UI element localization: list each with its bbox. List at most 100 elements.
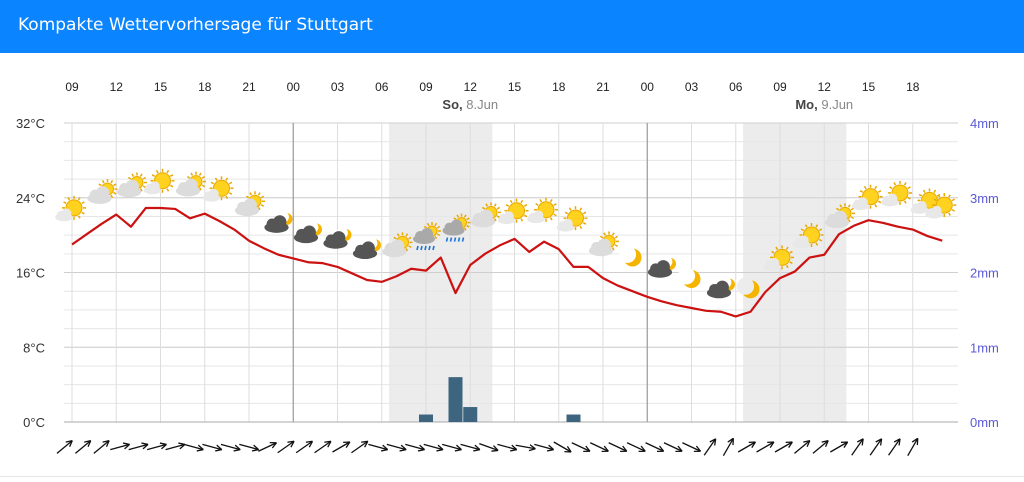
wind-arrow	[703, 438, 717, 456]
cloud-part	[209, 188, 219, 199]
rain-drop	[449, 237, 453, 242]
wind-arrow-shaft	[128, 443, 149, 451]
wind-arrow	[423, 443, 444, 452]
wind-arrow	[479, 442, 499, 452]
cloud-part	[391, 239, 405, 253]
sun-ray	[77, 197, 81, 201]
wind-arrow-shaft	[571, 442, 591, 452]
wind-arrow-shaft	[405, 443, 425, 451]
sun-ray	[101, 180, 105, 184]
sun-ray	[918, 193, 923, 197]
sun-ray	[948, 212, 951, 216]
wind-arrow-shaft	[851, 438, 864, 456]
wind-arrow-head	[748, 441, 757, 448]
precipitation-bar	[419, 414, 433, 422]
wind-arrow-shaft	[460, 443, 481, 451]
wind-arrow-shaft	[888, 438, 901, 456]
sun-ray	[169, 184, 174, 188]
hour-tick-label: 18	[198, 80, 212, 94]
sun-ray	[907, 186, 911, 190]
sun-ray	[169, 174, 174, 177]
sun-ray	[260, 204, 265, 207]
wind-arrow-shaft	[74, 440, 92, 454]
wind-arrow-shaft	[774, 441, 793, 453]
sun-ray	[436, 233, 441, 237]
hour-tick-label: 12	[110, 80, 124, 94]
hour-tick-label: 21	[596, 80, 610, 94]
wind-arrow-head	[638, 445, 646, 453]
wind-arrow	[56, 439, 73, 454]
cloud-part	[332, 231, 346, 245]
sun-icon	[497, 198, 529, 225]
wind-arrow	[812, 439, 829, 454]
wind-arrow-head	[343, 441, 351, 448]
wind-arrow-head	[546, 444, 555, 452]
sun-ray	[228, 192, 233, 195]
wind-arrow-shaft	[722, 438, 734, 456]
sun-ray	[426, 222, 430, 227]
wind-arrow-shaft	[645, 442, 664, 452]
wind-arrow	[571, 442, 591, 453]
hour-tick-label: 00	[641, 80, 655, 94]
left-axis-tick-label: 8°C	[23, 340, 45, 355]
sun-ray	[815, 224, 819, 228]
wind-arrow-head	[656, 445, 665, 453]
wind-arrow-head	[233, 444, 241, 452]
sun-ray	[582, 211, 587, 215]
cloud-part	[273, 215, 287, 229]
sun-ray	[155, 170, 159, 174]
sun-ray	[127, 176, 132, 180]
wind-arrow-head	[510, 444, 518, 452]
cloud-part	[917, 201, 927, 211]
wind-arrow	[314, 440, 332, 454]
wind-arrow-head	[269, 441, 278, 449]
sun-ray	[493, 218, 497, 222]
app-header: Kompakte Wettervorhersage für Stuttgart	[0, 0, 1024, 53]
wind-arrow-head	[417, 444, 426, 452]
cloud-part	[931, 205, 942, 216]
wind-arrow	[589, 442, 609, 453]
weather-icons	[55, 168, 957, 299]
wind-arrow-shaft	[497, 443, 517, 451]
wind-arrow-shaft	[295, 440, 313, 454]
sun-ray	[81, 201, 85, 205]
cloud-sun-icon	[382, 232, 413, 258]
sun-ray	[599, 235, 604, 239]
sun-ray	[874, 204, 878, 208]
sun-ray	[260, 195, 265, 199]
right-axis-tick-label: 0mm	[970, 415, 999, 430]
wind-arrow	[351, 440, 369, 454]
rain-drop	[457, 237, 461, 242]
wind-arrow	[277, 440, 295, 454]
wind-arrow-shaft	[146, 443, 167, 451]
wind-arrow-shaft	[737, 441, 756, 453]
wind-arrow	[183, 443, 204, 452]
left-axis-tick-label: 0°C	[23, 415, 45, 430]
day-labels: So, 8.Jun Mo, 9.Jun	[442, 97, 853, 112]
sun-icon	[527, 197, 558, 224]
day-label: So, 8.Jun	[442, 97, 498, 112]
sun-icon	[202, 176, 234, 202]
hour-tick-label: 00	[287, 80, 301, 94]
hour-tick-label: 06	[729, 80, 743, 94]
sun-ray	[568, 207, 572, 211]
sun-ray	[166, 188, 170, 192]
moon-icon	[619, 245, 642, 267]
wind-arrow-shaft	[93, 440, 110, 454]
sun-ray	[249, 192, 253, 196]
sun-ray	[800, 228, 805, 232]
dark-cloud-icon	[293, 221, 322, 244]
sun-ray	[434, 222, 438, 227]
sun-ray	[523, 204, 528, 207]
cloud-part	[150, 181, 160, 191]
wind-arrow-head	[564, 446, 572, 453]
sun-ray	[405, 233, 409, 237]
sun-ray	[463, 214, 467, 218]
sun-ray	[166, 170, 170, 174]
wind-arrow-shaft	[830, 441, 848, 453]
sun-ray	[539, 198, 543, 203]
wind-arrow-shaft	[183, 443, 204, 451]
right-axis-tick-label: 1mm	[970, 340, 999, 355]
wind-arrow-shaft	[441, 443, 462, 451]
sun-ray	[463, 227, 467, 231]
